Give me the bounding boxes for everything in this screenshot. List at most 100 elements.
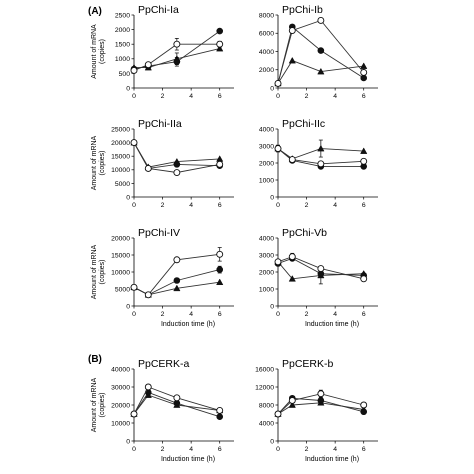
data-point-open-circle — [216, 160, 224, 168]
x-tick-label: 4 — [333, 93, 337, 100]
data-point-open-circle — [274, 258, 282, 266]
data-point-triangle — [360, 62, 368, 69]
y-tick-label: 4000 — [259, 126, 274, 133]
y-tick-label: 3000 — [259, 143, 274, 150]
data-point-open-circle — [173, 169, 181, 176]
y-tick-label: 5000 — [115, 286, 130, 293]
data-point-triangle — [173, 284, 181, 292]
x-tick-label: 2 — [161, 202, 165, 209]
data-point-open-circle — [130, 410, 138, 418]
data-point-filled-circle — [216, 266, 224, 273]
data-point-open-circle — [144, 383, 152, 391]
x-tick-label: 0 — [276, 202, 280, 209]
x-axis-label: Induction time (h) — [161, 456, 215, 463]
y-axis-label: Amount of mRNA — [91, 377, 98, 432]
y-tick-label: 20000 — [111, 402, 130, 409]
chart-title: PpChi-Vb — [282, 227, 327, 239]
y-tick-label: 8000 — [259, 402, 274, 409]
y-tick-label: 500 — [119, 71, 131, 78]
data-point-open-circle — [274, 410, 282, 418]
series-line-filled-triangle — [277, 60, 364, 84]
y-tick-label: 4000 — [259, 49, 274, 56]
x-tick-label: 6 — [362, 446, 366, 453]
data-point-filled-circle — [173, 277, 181, 284]
x-tick-label: 6 — [218, 202, 222, 209]
data-point-open-circle — [288, 253, 296, 261]
y-tick-label: 2500 — [115, 12, 130, 19]
data-point-open-circle — [130, 139, 138, 147]
data-point-filled-circle — [360, 408, 368, 416]
chart-ppchi-iia: PpChi-IIa 0 5000 10000 15000 20000 25000 0 2 4 6 Am… — [91, 118, 234, 209]
chart-ppcerk-a: PpCERK-a 0 10000 20000 30000 40000 0 2 4 6 Amount … — [91, 358, 234, 463]
y-axis-label-unit: (copies) — [99, 393, 106, 418]
x-tick-label: 2 — [305, 446, 309, 453]
chart-title: PpCERK-b — [282, 358, 334, 370]
x-tick-label: 2 — [161, 93, 165, 100]
x-tick-label: 4 — [189, 311, 193, 318]
y-tick-label: 40000 — [111, 366, 130, 373]
x-tick-label: 6 — [218, 311, 222, 318]
y-tick-label: 2000 — [115, 27, 130, 34]
data-point-open-circle — [173, 40, 181, 48]
chart-title: PpChi-IIc — [282, 118, 325, 130]
y-tick-label: 2000 — [259, 160, 274, 167]
x-axis-label: Induction time (h) — [305, 321, 359, 328]
series-line-open-circle — [133, 142, 220, 173]
y-tick-label: 5000 — [115, 181, 130, 188]
data-point-open-circle — [144, 61, 152, 69]
x-tick-label: 2 — [161, 311, 165, 318]
data-point-triangle — [360, 147, 368, 154]
y-tick-label: 20000 — [111, 235, 130, 242]
y-tick-label: 12000 — [255, 384, 274, 391]
series-line-filled-circle — [277, 397, 364, 415]
data-point-filled-circle — [173, 161, 181, 168]
data-point-triangle — [216, 278, 224, 286]
series-line-open-circle — [277, 393, 364, 415]
x-tick-label: 6 — [362, 311, 366, 318]
y-tick-label: 4000 — [259, 235, 274, 242]
y-tick-label: 2000 — [259, 67, 274, 74]
series-line-open-circle — [133, 253, 220, 296]
data-point-open-circle — [144, 291, 152, 299]
y-tick-label: 0 — [126, 303, 130, 310]
y-tick-label: 10000 — [111, 420, 130, 427]
y-tick-label: 0 — [126, 438, 130, 445]
data-point-open-circle — [274, 145, 282, 153]
data-point-triangle — [216, 44, 224, 52]
x-tick-label: 0 — [132, 446, 136, 453]
y-tick-label: 10000 — [111, 269, 130, 276]
data-point-open-circle — [317, 160, 325, 168]
x-tick-label: 4 — [189, 202, 193, 209]
series-line-filled-triangle — [133, 394, 220, 415]
data-point-triangle — [288, 56, 296, 64]
x-tick-label: 6 — [362, 202, 366, 209]
x-tick-label: 0 — [132, 202, 136, 209]
data-point-open-circle — [360, 69, 368, 76]
x-tick-label: 6 — [218, 446, 222, 453]
y-axis-label-unit: (copies) — [99, 39, 106, 64]
y-tick-label: 15000 — [111, 252, 130, 259]
data-point-open-circle — [130, 283, 138, 291]
chart-title: PpCERK-a — [138, 358, 190, 370]
x-tick-label: 2 — [161, 446, 165, 453]
data-point-filled-circle — [317, 397, 325, 404]
y-tick-label: 1000 — [259, 177, 274, 184]
section-label-b: (B) — [88, 354, 102, 365]
x-tick-label: 2 — [305, 93, 309, 100]
x-tick-label: 0 — [132, 93, 136, 100]
y-tick-label: 0 — [270, 194, 274, 201]
x-tick-label: 4 — [333, 311, 337, 318]
data-point-triangle — [288, 401, 296, 408]
x-tick-label: 4 — [333, 446, 337, 453]
data-point-filled-circle — [317, 47, 325, 54]
y-tick-label: 15000 — [111, 154, 130, 161]
data-point-open-circle — [360, 157, 368, 165]
series-line-open-circle — [277, 256, 364, 280]
chart-ppchi-ib: PpChi-Ib 0 2000 4000 6000 8000 0 2 4 6 — [259, 4, 378, 100]
y-tick-label: 8000 — [259, 12, 274, 19]
data-point-triangle — [317, 67, 325, 75]
chart-title: PpChi-Ib — [282, 4, 323, 16]
y-tick-label: 0 — [270, 303, 274, 310]
